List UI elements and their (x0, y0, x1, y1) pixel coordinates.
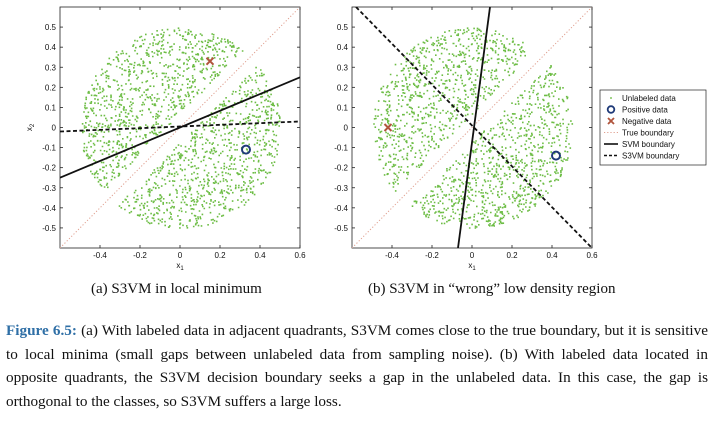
figure-label: Figure 6.5: (6, 322, 77, 339)
y-tick-label: -0.4 (42, 204, 56, 213)
positive-data-point (551, 150, 561, 161)
y-tick-label: 0.3 (45, 63, 57, 72)
legend-marker (607, 117, 615, 125)
y-tick-label: 0.5 (337, 23, 349, 32)
subcaption-a: (a) S3VM in local minimum (91, 281, 262, 297)
y-tick-label: 0.3 (337, 63, 349, 72)
x-axis-label: x1 (176, 261, 184, 272)
x-axis-label: x1 (468, 261, 476, 272)
y-tick-label: 0.4 (337, 43, 349, 52)
legend-marker (610, 97, 612, 99)
negative-data-point (205, 57, 215, 66)
legend-label: SVM boundary (622, 140, 675, 149)
legend-item-true-boundary: True boundary (604, 129, 674, 138)
y-tick-label: -0.1 (334, 144, 348, 153)
x-tick-label: 0 (178, 251, 183, 260)
x-tick-label: 0.2 (506, 251, 518, 260)
x-tick-label: -0.2 (133, 251, 147, 260)
y-tick-label: -0.5 (334, 224, 348, 233)
svm-boundary-line (60, 76, 300, 179)
legend-item-negative: Negative data (607, 117, 672, 126)
legend-box (599, 89, 707, 166)
x-tick-label: 0.6 (294, 251, 306, 260)
legend-label: S3VM boundary (622, 152, 679, 161)
figure-plots: -0.4 -0.2 0 0.2 0.4 0.6 0.5 0.4 0.3 0.2 0.1 0 -0.1 -0… (25, 6, 707, 272)
y-tick-label: 0.5 (45, 23, 57, 32)
x-tick-label: -0.4 (385, 251, 399, 260)
s3vm-boundary-line (355, 7, 592, 248)
legend-item-unlabeled: Unlabeled data (610, 94, 676, 103)
svm-boundary-line (457, 7, 491, 248)
figure-caption: Figure 6.5: (a) With labeled data in adj… (6, 319, 708, 413)
y-tick-label: -0.2 (42, 164, 56, 173)
y-tick-label: -0.4 (334, 204, 348, 213)
figure-caption-text: (a) With labeled data in adjacent quadra… (6, 322, 708, 410)
y-tick-label: 0.1 (45, 103, 57, 112)
x-tick-label: 0.4 (254, 251, 266, 260)
y-tick-label: -0.3 (42, 184, 56, 193)
legend-item-s3vm: S3VM boundary (604, 152, 679, 161)
x-tick-label: -0.4 (93, 251, 107, 260)
x-tick-label: 0.4 (546, 251, 558, 260)
y-tick-label: 0 (52, 124, 57, 133)
y-tick-label: 0.4 (45, 43, 57, 52)
legend: Unlabeled data Positive data Negative data… (599, 89, 707, 166)
y-tick-label: 0.2 (45, 83, 57, 92)
legend-label: True boundary (622, 129, 674, 138)
subplot-b: -0.4 -0.2 0 0.2 0.4 0.6 0.5 0.4 0.3 0.2 0.1 0 -0.1 -0… (334, 6, 598, 272)
legend-label: Unlabeled data (622, 94, 676, 103)
y-tick-label: 0.2 (337, 83, 349, 92)
x-tick-label: 0.6 (586, 251, 598, 260)
subcaption-b: (b) S3VM in “wrong” low density region (368, 281, 616, 297)
y-tick-label: 0 (344, 124, 349, 133)
y-tick-label: -0.2 (334, 164, 348, 173)
y-tick-label: -0.1 (42, 144, 56, 153)
s3vm-boundary-line (60, 120, 300, 133)
x-tick-label: 0 (470, 251, 475, 260)
legend-item-svm: SVM boundary (604, 140, 675, 149)
subplot-a: -0.4 -0.2 0 0.2 0.4 0.6 0.5 0.4 0.3 0.2 0.1 0 -0.1 -0… (25, 6, 306, 272)
x-tick-label: -0.2 (425, 251, 439, 260)
y-tick-label: 0.1 (337, 103, 349, 112)
true-boundary-line (352, 7, 592, 248)
legend-label: Negative data (622, 117, 672, 126)
legend-label: Positive data (622, 106, 668, 115)
legend-item-positive: Positive data (606, 105, 668, 115)
positive-data-point (241, 144, 251, 155)
legend-marker (606, 105, 616, 114)
y-axis-label: x2 (25, 123, 36, 131)
negative-data-point (383, 123, 393, 132)
y-tick-label: -0.5 (42, 224, 56, 233)
x-tick-label: 0.2 (214, 251, 226, 260)
y-tick-label: -0.3 (334, 184, 348, 193)
